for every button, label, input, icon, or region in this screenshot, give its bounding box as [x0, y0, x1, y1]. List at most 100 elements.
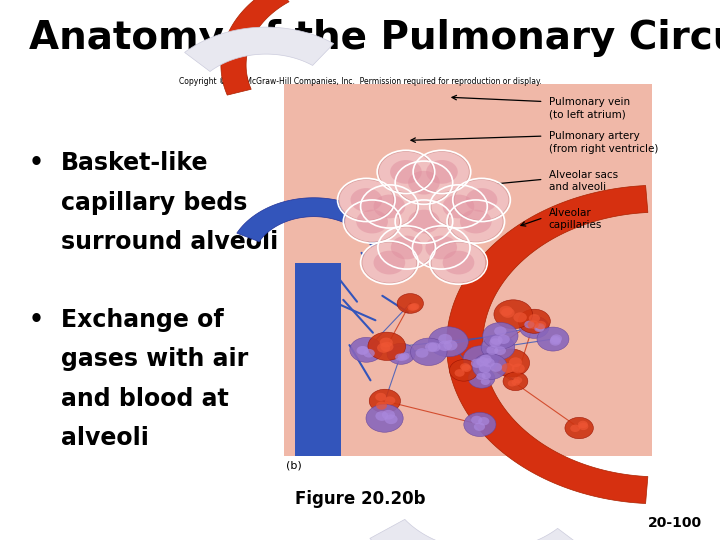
Circle shape — [509, 357, 522, 367]
Text: and blood at: and blood at — [61, 387, 229, 410]
Circle shape — [508, 380, 516, 387]
Text: Figure 20.20b: Figure 20.20b — [294, 490, 426, 508]
Circle shape — [414, 227, 469, 268]
Circle shape — [397, 354, 408, 361]
Circle shape — [377, 343, 390, 353]
Circle shape — [443, 194, 474, 218]
Text: surround alveoli: surround alveoli — [61, 230, 279, 254]
Circle shape — [428, 327, 468, 357]
Circle shape — [474, 422, 485, 431]
Circle shape — [376, 401, 387, 410]
Circle shape — [550, 336, 561, 344]
Circle shape — [494, 327, 507, 336]
Circle shape — [397, 294, 423, 313]
Circle shape — [400, 353, 410, 360]
Polygon shape — [237, 198, 400, 262]
Circle shape — [397, 162, 451, 203]
Text: Alveolar sacs
and alveoli: Alveolar sacs and alveoli — [549, 170, 618, 192]
Circle shape — [408, 171, 440, 194]
Text: •: • — [29, 151, 44, 175]
Circle shape — [425, 342, 438, 352]
Circle shape — [339, 179, 394, 220]
Circle shape — [387, 343, 415, 364]
Circle shape — [535, 323, 545, 331]
Circle shape — [382, 410, 395, 420]
Text: Basket-like: Basket-like — [61, 151, 209, 175]
Text: Pulmonary artery
(from right ventricle): Pulmonary artery (from right ventricle) — [549, 131, 658, 154]
Text: Alveolar
capillaries: Alveolar capillaries — [549, 208, 602, 231]
Text: Pulmonary vein
(to left atrium): Pulmonary vein (to left atrium) — [549, 97, 630, 119]
Text: capillary beds: capillary beds — [61, 191, 248, 214]
Circle shape — [499, 306, 513, 316]
Bar — [284, 84, 652, 456]
Circle shape — [374, 251, 405, 274]
Circle shape — [464, 413, 496, 436]
Circle shape — [570, 424, 580, 432]
Circle shape — [444, 340, 457, 350]
Circle shape — [366, 404, 403, 432]
Circle shape — [487, 346, 498, 355]
Circle shape — [528, 314, 540, 322]
Text: (b): (b) — [286, 460, 302, 470]
Circle shape — [472, 354, 507, 380]
Circle shape — [534, 325, 544, 332]
Circle shape — [565, 417, 593, 438]
Circle shape — [512, 363, 525, 373]
Circle shape — [578, 421, 588, 428]
Text: alveoli: alveoli — [61, 426, 149, 450]
Polygon shape — [221, 0, 289, 95]
Circle shape — [528, 320, 539, 329]
Circle shape — [408, 304, 417, 310]
Circle shape — [481, 378, 490, 385]
Circle shape — [357, 346, 369, 355]
Circle shape — [391, 235, 423, 259]
Circle shape — [492, 349, 530, 377]
Circle shape — [471, 359, 483, 368]
Circle shape — [466, 188, 498, 212]
Circle shape — [409, 303, 418, 310]
Circle shape — [428, 342, 441, 352]
Circle shape — [363, 349, 375, 357]
Circle shape — [550, 338, 561, 346]
Text: •: • — [29, 308, 44, 332]
Circle shape — [375, 411, 388, 421]
Circle shape — [380, 342, 394, 352]
Circle shape — [478, 417, 490, 426]
Text: gases with air: gases with air — [61, 347, 248, 371]
Circle shape — [384, 396, 395, 404]
Circle shape — [454, 369, 464, 377]
Circle shape — [415, 348, 428, 358]
Circle shape — [345, 201, 400, 242]
Circle shape — [384, 414, 397, 424]
Circle shape — [426, 160, 458, 184]
Text: Copyright © The McGraw-Hill Companies, Inc.  Permission required for reproductio: Copyright © The McGraw-Hill Companies, I… — [179, 77, 541, 86]
Circle shape — [578, 423, 588, 430]
Circle shape — [511, 379, 521, 386]
Polygon shape — [184, 27, 334, 71]
Circle shape — [379, 227, 434, 268]
Circle shape — [454, 179, 509, 220]
Circle shape — [482, 322, 518, 349]
Circle shape — [477, 357, 489, 367]
Circle shape — [390, 160, 422, 184]
Polygon shape — [446, 186, 648, 503]
Circle shape — [481, 335, 515, 360]
Circle shape — [438, 334, 452, 345]
Polygon shape — [295, 262, 341, 456]
Circle shape — [356, 210, 388, 233]
Circle shape — [479, 364, 491, 373]
Circle shape — [463, 346, 499, 373]
Circle shape — [503, 372, 528, 390]
Circle shape — [494, 346, 506, 355]
Circle shape — [351, 188, 382, 212]
Circle shape — [410, 303, 419, 310]
Circle shape — [426, 235, 457, 259]
Circle shape — [374, 194, 405, 218]
Circle shape — [410, 338, 447, 366]
Circle shape — [513, 377, 522, 383]
Circle shape — [490, 338, 501, 347]
Circle shape — [535, 321, 546, 329]
Circle shape — [449, 360, 478, 381]
Circle shape — [415, 151, 469, 192]
Circle shape — [438, 341, 452, 351]
